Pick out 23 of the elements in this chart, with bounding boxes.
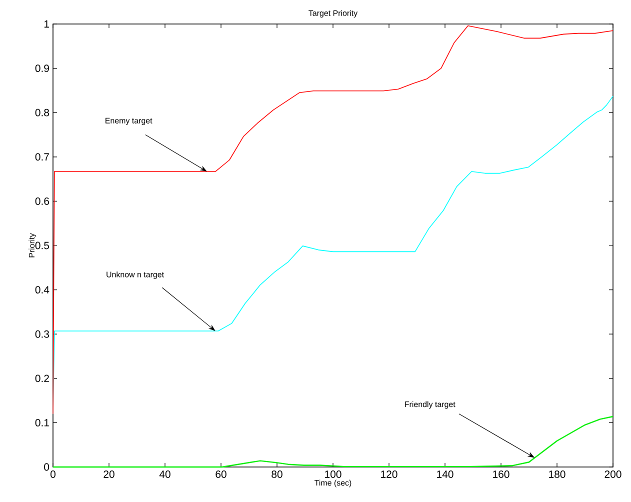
y-tick-label: 0.7 [35,153,49,161]
y-tick-label: 0.6 [35,198,50,205]
y-tick-label: 0.2 [35,374,49,382]
y-tick-label: 1 [44,20,49,28]
y-tick-label: 0.9 [35,64,49,72]
y-tick-label: 0 [44,463,50,471]
x-tick-label: 40 [159,470,170,478]
x-tick-label: 60 [216,470,226,478]
line-series [52,25,614,414]
x-tick-label: 160 [493,470,510,478]
y-tick-label: 0.1 [35,419,49,426]
y-tick-label: 0.4 [35,286,50,294]
x-tick-label: 120 [381,470,398,478]
x-tick-label: 80 [272,470,282,478]
x-tick-label: 100 [325,470,342,478]
y-tick-label: 0.5 [35,242,50,250]
x-tick-label: 0 [50,470,56,478]
x-tick-label: 180 [549,470,566,478]
x-tick-label: 200 [604,470,622,478]
x-tick-label: 140 [437,470,454,478]
y-tick-label: 0.8 [35,108,50,116]
y-tick-label: 0.3 [35,330,50,338]
x-tick-label: 20 [104,470,114,478]
